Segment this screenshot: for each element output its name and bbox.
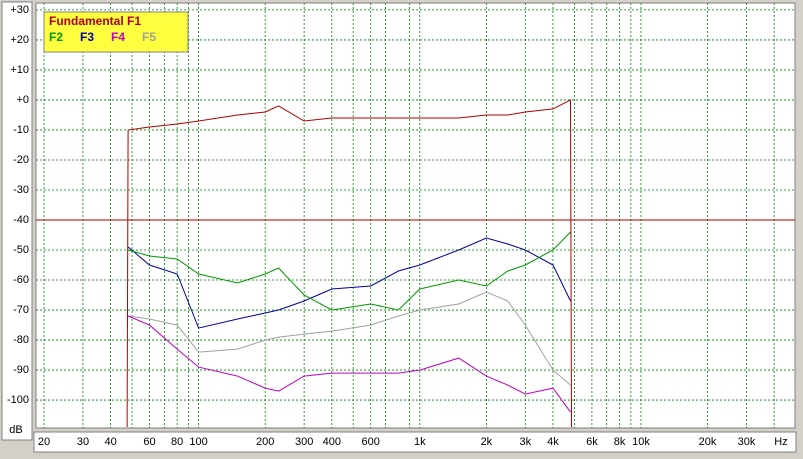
y-tick-label: +20 [10,34,29,46]
legend-entries: Fundamental F1 F2 F3 F4 F5 [49,14,156,44]
legend-label: F2 [49,30,63,44]
y-tick-label: -80 [13,334,29,346]
y-tick-label: -10 [13,124,29,136]
x-tick-label: 10k [632,436,650,448]
series-line [127,237,571,329]
y-tick-label: -70 [13,304,29,316]
y-tick-label: -60 [13,274,29,286]
series-line [126,99,572,428]
x-axis-strip [33,431,797,453]
x-tick-label: 6k [586,436,598,448]
x-tick-label: 100 [189,436,207,448]
y-tick-label: +10 [10,64,29,76]
x-tick-label: 30k [738,436,756,448]
y-axis-strip [1,1,33,441]
y-tick-label: -20 [13,154,29,166]
x-tick-label: 4k [547,436,559,448]
legend-label: F5 [142,30,156,44]
x-tick-label: 40 [104,436,116,448]
y-tick-label: +30 [10,4,29,16]
y-axis-label: dB [9,424,22,436]
series-line [127,315,571,413]
series-line [128,291,571,386]
x-tick-label: 30 [77,436,89,448]
y-tick-label: -40 [13,214,29,226]
x-tick-label: 300 [295,436,313,448]
x-tick-label: 1k [414,436,426,448]
legend-label: F4 [111,30,125,44]
x-tick-label: 2k [481,436,493,448]
legend-label: F3 [80,30,94,44]
plot-area [35,2,796,429]
legend-label: Fundamental F1 [49,14,141,28]
x-tick-label: 600 [362,436,380,448]
y-tick-label: +0 [16,94,29,106]
y-tick-label: -50 [13,244,29,256]
x-tick-label: 80 [171,436,183,448]
x-tick-label: 60 [143,436,155,448]
series-line [127,231,571,311]
x-axis-label: Hz [774,436,787,448]
lines [36,99,795,428]
x-tick-label: 8k [614,436,626,448]
x-tick-label: 20k [699,436,717,448]
x-tick-label: 3k [520,436,532,448]
x-tick-label: 200 [256,436,274,448]
y-tick-label: -30 [13,184,29,196]
legend [43,11,189,53]
x-tick-label: 20 [38,436,50,448]
x-tick-label: 400 [323,436,341,448]
y-tick-label: -100 [7,394,29,406]
y-tick-label: -90 [13,364,29,376]
